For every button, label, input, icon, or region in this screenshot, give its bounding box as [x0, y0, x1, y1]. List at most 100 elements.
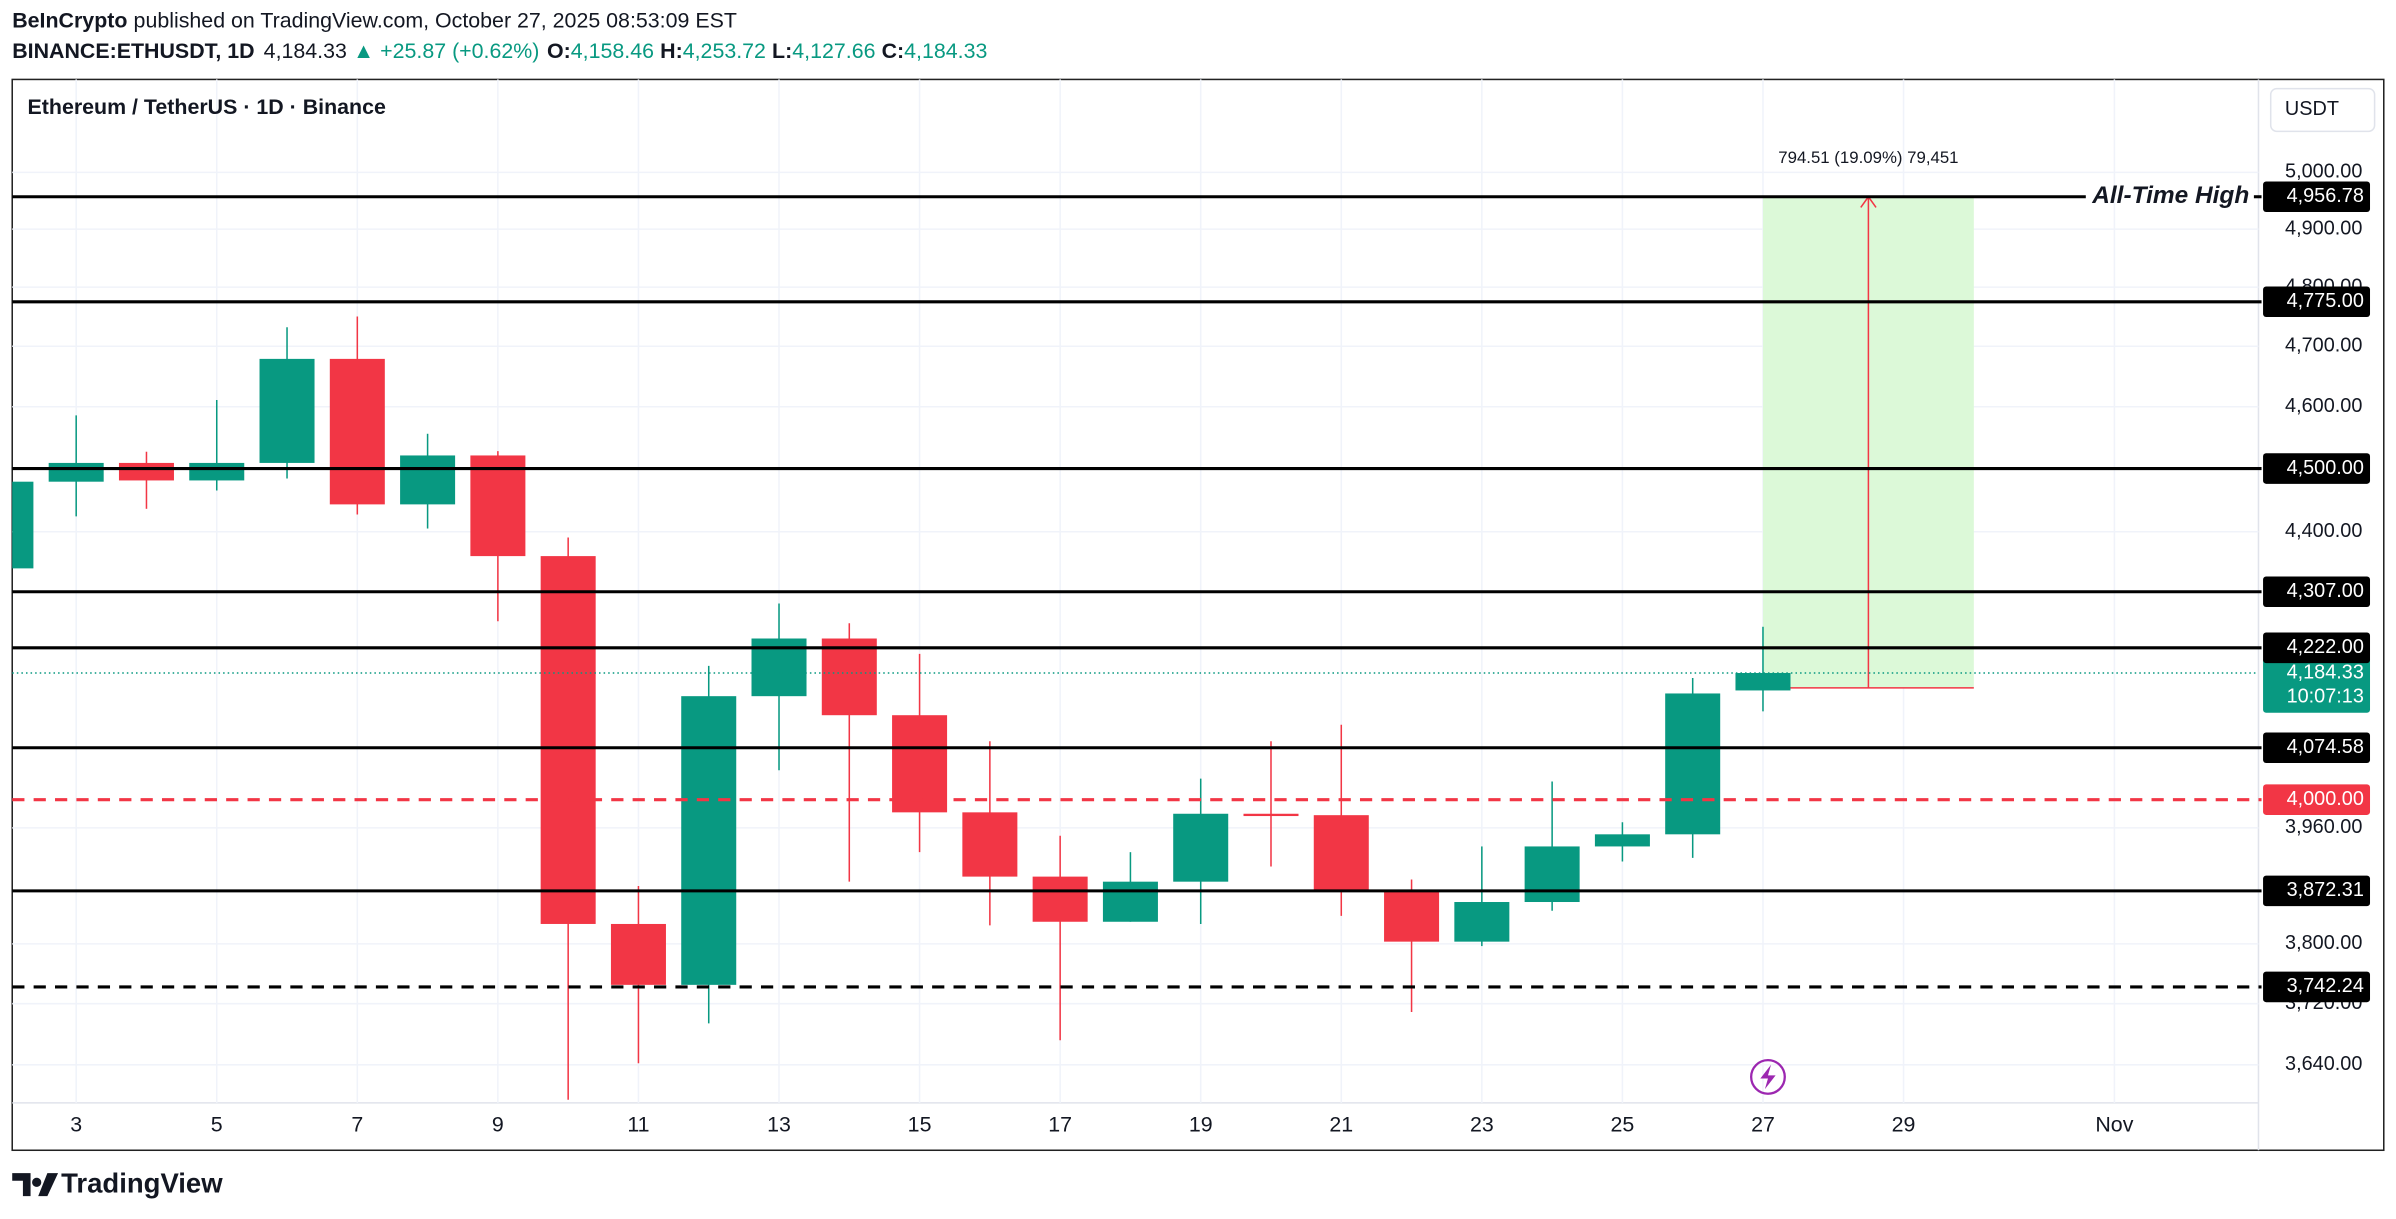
- candle-body: [821, 638, 877, 716]
- plot-area: [12, 195, 1974, 1100]
- publisher: BeInCrypto: [12, 8, 127, 32]
- candle-body: [540, 556, 596, 924]
- ohlc-value: 4,127.66: [792, 39, 875, 63]
- candle-body: [259, 358, 315, 463]
- level-price-label: 4,074.58: [2287, 736, 2364, 758]
- level-note: All-Time High: [2091, 182, 2249, 209]
- level-price-box: [2263, 576, 2371, 608]
- x-tick-label: 23: [1470, 1112, 1494, 1136]
- ohlc-key: C:: [882, 39, 905, 63]
- symbol-line: BINANCE:ETHUSDT, 1D 4,184.33 ▲ +25.87 (+0.…: [12, 39, 987, 63]
- candle-body: [1384, 891, 1440, 942]
- level-price-label: 4,956.78: [2287, 185, 2364, 207]
- ohlc-value: 4,158.46: [571, 39, 654, 63]
- level-price-box: [2263, 632, 2371, 664]
- event-icon[interactable]: [1750, 1058, 1786, 1095]
- candle-body: [118, 462, 174, 481]
- y-tick-label: 4,700.00: [2285, 335, 2362, 357]
- candle-body: [1313, 815, 1369, 892]
- x-tick-label: 7: [351, 1112, 363, 1136]
- overlay: 5,000.004,900.004,800.004,700.004,600.00…: [12, 148, 2371, 1136]
- currency-box: [2269, 87, 2376, 133]
- countdown: 10:07:13: [2287, 686, 2364, 708]
- x-tick-label: 13: [767, 1112, 791, 1136]
- logo-mark: [12, 1173, 59, 1197]
- x-tick-label: 21: [1329, 1112, 1353, 1136]
- x-tick-label: Nov: [2095, 1112, 2133, 1136]
- level-price-box: [2263, 875, 2371, 907]
- candle-body: [1032, 876, 1088, 922]
- candle-body: [1735, 673, 1791, 691]
- candle-body: [1102, 881, 1158, 922]
- candle-body: [681, 696, 737, 985]
- last-price-label: 4,184.33: [2287, 661, 2364, 683]
- x-tick-label: 29: [1892, 1112, 1916, 1136]
- candle-body: [962, 812, 1018, 877]
- chart-title: Ethereum / TetherUS · 1D · Binance: [28, 95, 386, 119]
- ohlc-key: O:: [547, 39, 571, 63]
- level-price-label: 4,775.00: [2287, 290, 2364, 312]
- level-price-box: [2263, 784, 2371, 815]
- brand: TradingView: [61, 1168, 223, 1199]
- candle-body: [329, 358, 385, 505]
- x-tick-label: 19: [1189, 1112, 1213, 1136]
- candle-body: [1173, 813, 1229, 882]
- candle-body: [1594, 834, 1650, 847]
- x-tick-label: 27: [1751, 1112, 1775, 1136]
- x-tick-label: 11: [627, 1112, 649, 1136]
- y-tick-label: 5,000.00: [2285, 161, 2362, 183]
- level-price-label: 4,500.00: [2287, 457, 2364, 479]
- level-price-box: [2263, 732, 2371, 764]
- last-price-header: 4,184.33: [264, 39, 347, 63]
- chart-frame: [11, 78, 2385, 1152]
- publish-line: BeInCrypto published on TradingView.com, …: [12, 8, 737, 32]
- candle-body: [12, 481, 34, 569]
- candle-body: [610, 923, 666, 985]
- level-price-box: [2263, 286, 2371, 318]
- ohlc-key: L:: [772, 39, 792, 63]
- candle-body: [892, 715, 948, 813]
- ohlc-value: 4,253.72: [683, 39, 766, 63]
- level-price-label: 4,000.00: [2287, 788, 2364, 810]
- level-price-label: 3,872.31: [2287, 879, 2364, 901]
- y-tick-label: 4,900.00: [2285, 217, 2362, 239]
- level-price-label: 3,742.24: [2287, 975, 2364, 997]
- measure-label: 794.51 (19.09%) 79,451: [1778, 148, 1958, 167]
- x-tick-label: 9: [492, 1112, 504, 1136]
- y-tick-label: 3,640.00: [2285, 1053, 2362, 1075]
- x-tick-label: 25: [1611, 1112, 1635, 1136]
- x-tick-label: 17: [1048, 1112, 1072, 1136]
- level-price-label: 4,222.00: [2287, 636, 2364, 658]
- level-price-box: [2263, 453, 2371, 484]
- last-price-box: [2263, 657, 2371, 713]
- candle-body: [1665, 693, 1721, 835]
- candle-body: [48, 462, 104, 482]
- event-bolt: [1760, 1064, 1776, 1090]
- footer-logo: TradingView: [12, 1168, 223, 1199]
- y-tick-label: 4,400.00: [2285, 520, 2362, 542]
- x-tick-label: 5: [211, 1112, 223, 1136]
- y-tick-label: 3,800.00: [2285, 932, 2362, 954]
- symbol: BINANCE:ETHUSDT, 1D: [12, 39, 254, 63]
- ohlc-key: H:: [660, 39, 683, 63]
- x-tick-label: 15: [908, 1112, 932, 1136]
- y-tick-label: 4,600.00: [2285, 395, 2362, 417]
- candle-body: [470, 455, 526, 557]
- candle-body: [1243, 813, 1299, 817]
- level-price-box: [2263, 971, 2371, 1003]
- currency: USDT: [2285, 98, 2339, 120]
- ohlc-value: 4,184.33: [904, 39, 987, 63]
- x-tick-label: 3: [70, 1112, 82, 1136]
- candle-body: [189, 462, 245, 481]
- level-price-box: [2263, 181, 2371, 213]
- candle-body: [1524, 846, 1580, 903]
- published: published on TradingView.com, October 27…: [134, 8, 737, 32]
- y-tick-label: 3,960.00: [2285, 816, 2362, 838]
- change: ▲ +25.87 (+0.62%): [353, 39, 539, 63]
- candle-body: [400, 455, 456, 505]
- candle-body: [1454, 902, 1510, 942]
- level-price-label: 4,307.00: [2287, 580, 2364, 602]
